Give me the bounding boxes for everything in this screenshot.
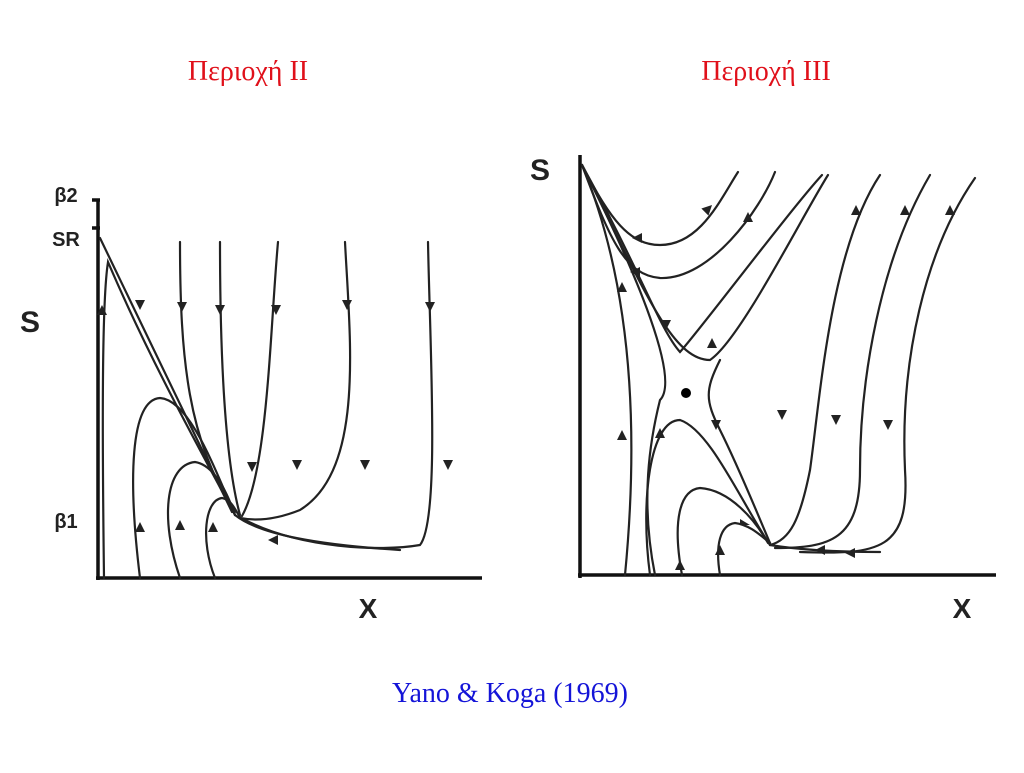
- curve: [715, 545, 725, 555]
- curve: [238, 240, 352, 521]
- curve: [945, 205, 955, 215]
- curve: [701, 205, 712, 216]
- trajectories: [580, 163, 977, 577]
- curve: [233, 513, 402, 552]
- curve: [661, 320, 671, 330]
- caption: Yano & Koga (1969): [392, 678, 628, 709]
- curve: [342, 300, 352, 310]
- axis-label: X: [953, 593, 972, 624]
- curve: [178, 240, 237, 514]
- curve: [135, 300, 145, 310]
- curve: [271, 305, 281, 315]
- curve: [851, 205, 861, 215]
- panel-title: Περιοχή II: [188, 56, 308, 87]
- panel-title: Περιοχή III: [701, 56, 831, 87]
- curve: [845, 548, 855, 558]
- curve: [135, 522, 145, 532]
- curve: [768, 173, 882, 547]
- curve: [247, 462, 257, 472]
- curve: [97, 305, 107, 315]
- arrowheads: [617, 205, 955, 570]
- saddle-point: [681, 388, 691, 398]
- curve: [900, 205, 910, 215]
- curve: [580, 163, 633, 577]
- curve: [215, 305, 225, 315]
- phase-diagram-left: β2 SR S β1 X: [20, 185, 482, 624]
- curve: [632, 233, 642, 243]
- curve: [740, 519, 750, 525]
- curve: [580, 163, 667, 577]
- phase-diagram-right: S X: [530, 154, 996, 624]
- curve: [645, 418, 772, 577]
- curve: [831, 415, 841, 425]
- curve: [292, 460, 302, 470]
- curve: [655, 428, 665, 438]
- curve: [777, 410, 787, 420]
- curve: [707, 338, 717, 348]
- curve: [580, 163, 824, 354]
- axes: [578, 155, 996, 578]
- curve: [630, 267, 640, 277]
- curve: [773, 173, 932, 550]
- curve: [580, 163, 740, 247]
- axis-label: X: [359, 593, 378, 624]
- arrowheads: [97, 300, 453, 545]
- curve: [707, 358, 772, 545]
- axes: [92, 198, 482, 580]
- curve: [132, 396, 237, 580]
- curve: [360, 460, 370, 470]
- curve: [268, 535, 278, 545]
- axis-tick-label: β1: [54, 511, 77, 533]
- axis-label: S: [20, 306, 40, 339]
- curve: [798, 176, 977, 554]
- curve: [166, 460, 237, 580]
- axis-tick-label: SR: [52, 229, 80, 251]
- curve: [580, 163, 830, 362]
- curve: [676, 486, 770, 577]
- axis-label: S: [530, 154, 550, 187]
- curve: [883, 420, 893, 430]
- curve: [218, 240, 242, 517]
- curve: [101, 258, 237, 580]
- curve: [443, 460, 453, 470]
- curve: [580, 163, 777, 280]
- curve: [208, 522, 218, 532]
- curve: [617, 282, 627, 292]
- trajectories: [98, 236, 434, 580]
- curve: [815, 545, 825, 555]
- axis-tick-label: β2: [54, 185, 77, 207]
- curve: [675, 560, 685, 570]
- curve: [617, 430, 627, 440]
- curve: [175, 520, 185, 530]
- curve: [177, 302, 187, 312]
- curve: [743, 212, 753, 222]
- curve: [425, 302, 435, 312]
- curve: [204, 496, 242, 580]
- curve: [711, 420, 721, 430]
- curve: [240, 240, 280, 518]
